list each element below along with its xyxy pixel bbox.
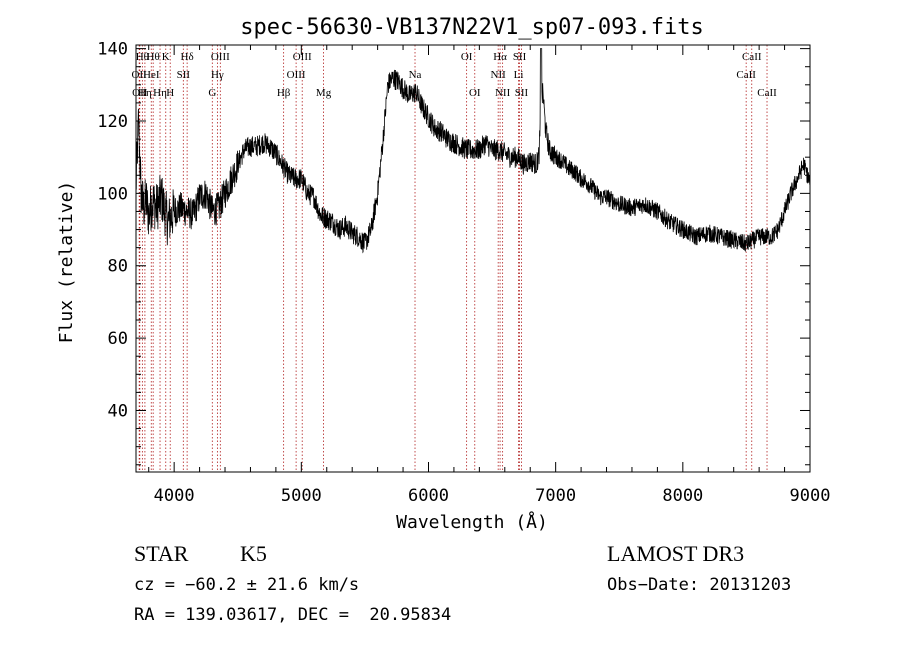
line-label: OII xyxy=(132,69,148,81)
line-markers xyxy=(138,45,768,472)
redshift-text: cz = −60.2 ± 21.6 km/s xyxy=(134,575,360,595)
x-tick-label: 9000 xyxy=(790,486,831,506)
line-label: HeI xyxy=(143,69,160,81)
chart-title: spec-56630-VB137N22V1_sp07-093.fits xyxy=(240,15,704,40)
y-tick-label: 80 xyxy=(108,257,128,277)
line-label: Hδ xyxy=(181,51,194,63)
line-label: OIII xyxy=(287,69,306,81)
survey-name: LAMOST DR3 xyxy=(607,541,745,566)
y-tick-label: 60 xyxy=(108,329,128,349)
line-label: Li xyxy=(514,69,524,81)
line-label: Hη xyxy=(138,87,152,99)
object-class: STAR xyxy=(134,541,189,566)
line-label: Hα xyxy=(493,51,507,63)
spectrum-series xyxy=(135,48,811,254)
line-label: NII xyxy=(495,87,511,99)
line-label: SII xyxy=(177,69,191,81)
axes: 4000 5000 6000 7000 8000 9000 40 60 80 100 120 140 xyxy=(97,40,830,506)
y-axis-label: Flux (relative) xyxy=(56,181,77,344)
x-tick-label: 5000 xyxy=(281,486,322,506)
line-label: OIII xyxy=(293,51,312,63)
y-tick-label: 140 xyxy=(97,40,128,60)
line-label: CaII xyxy=(742,51,762,63)
line-label: H xyxy=(166,87,174,99)
x-axis-label: Wavelength (Å) xyxy=(396,511,548,533)
x-tick-label: 4000 xyxy=(154,486,195,506)
line-labels: OIIOIIHθHηHeIHθHηKHSIIHδGHγOIIIHβOIIIOII… xyxy=(132,51,778,99)
y-tick-label: 120 xyxy=(97,112,128,132)
line-label: CaII xyxy=(736,69,756,81)
y-tick-label: 100 xyxy=(97,184,128,204)
radec-text: RA = 139.03617, DEC = 20.95834 xyxy=(134,605,452,625)
line-label: SII xyxy=(515,87,529,99)
line-label: OI xyxy=(469,87,481,99)
line-label: SII xyxy=(513,51,527,63)
plot-frame xyxy=(135,44,811,473)
line-label: Hγ xyxy=(211,69,224,81)
line-label: K xyxy=(162,51,170,63)
x-tick-label: 6000 xyxy=(408,486,449,506)
line-label: G xyxy=(208,87,216,99)
line-label: Mg xyxy=(316,87,332,99)
line-label: Na xyxy=(409,69,422,81)
line-label: Hβ xyxy=(277,87,291,99)
line-label: CaII xyxy=(757,87,777,99)
line-label: Hθ xyxy=(147,51,160,63)
spectrum-line xyxy=(135,48,811,254)
line-label: Hθ xyxy=(136,51,149,63)
x-tick-label: 8000 xyxy=(662,486,703,506)
line-label: Hη xyxy=(153,87,167,99)
object-subclass: K5 xyxy=(240,541,267,566)
line-label: OIII xyxy=(211,51,230,63)
line-label: OI xyxy=(461,51,473,63)
line-label: NII xyxy=(491,69,507,81)
obs-date-text: Obs−Date: 20131203 xyxy=(607,575,792,595)
x-tick-label: 7000 xyxy=(535,486,576,506)
y-tick-label: 40 xyxy=(108,401,128,421)
